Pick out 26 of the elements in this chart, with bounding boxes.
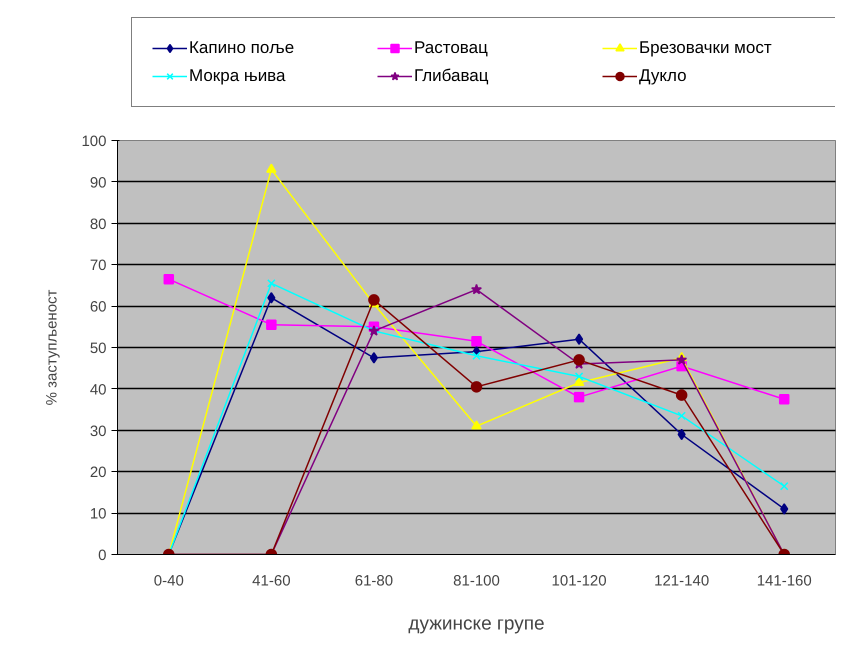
legend-label: Дукло — [639, 66, 688, 86]
legend-label: Мокра њива — [189, 66, 286, 86]
legend-label: Капино поље — [189, 38, 296, 58]
x-tick-label: 101-120 — [552, 572, 607, 590]
x-tick-label: 141-160 — [756, 572, 812, 590]
x-tick-label: 61-80 — [354, 572, 394, 590]
y-tick-label: 30 — [90, 422, 107, 440]
legend-label: Брезовачки мост — [639, 38, 773, 58]
legend-label: Глибавац — [414, 66, 490, 86]
x-tick-label: 121-140 — [654, 572, 710, 590]
y-tick-label: 0 — [98, 547, 106, 564]
y-tick-label: 40 — [90, 381, 107, 398]
y-tick-label: 10 — [90, 506, 107, 523]
y-tick-label: 90 — [90, 174, 107, 192]
x-tick-label: 0-40 — [154, 572, 184, 590]
legend-label: Растовац — [414, 38, 489, 58]
x-tick-label: 81-100 — [453, 572, 500, 590]
y-axis-title: % заступљеност — [43, 289, 60, 406]
y-tick-label: 100 — [81, 133, 107, 150]
y-tick-label: 50 — [90, 340, 107, 357]
y-tick-label: 80 — [90, 216, 107, 233]
y-tick-label: 60 — [90, 298, 107, 316]
y-tick-label: 70 — [90, 257, 107, 274]
y-tick-label: 20 — [90, 464, 107, 482]
x-axis-title: дужинске групе — [408, 614, 545, 634]
x-tick-label: 41-60 — [252, 572, 291, 590]
